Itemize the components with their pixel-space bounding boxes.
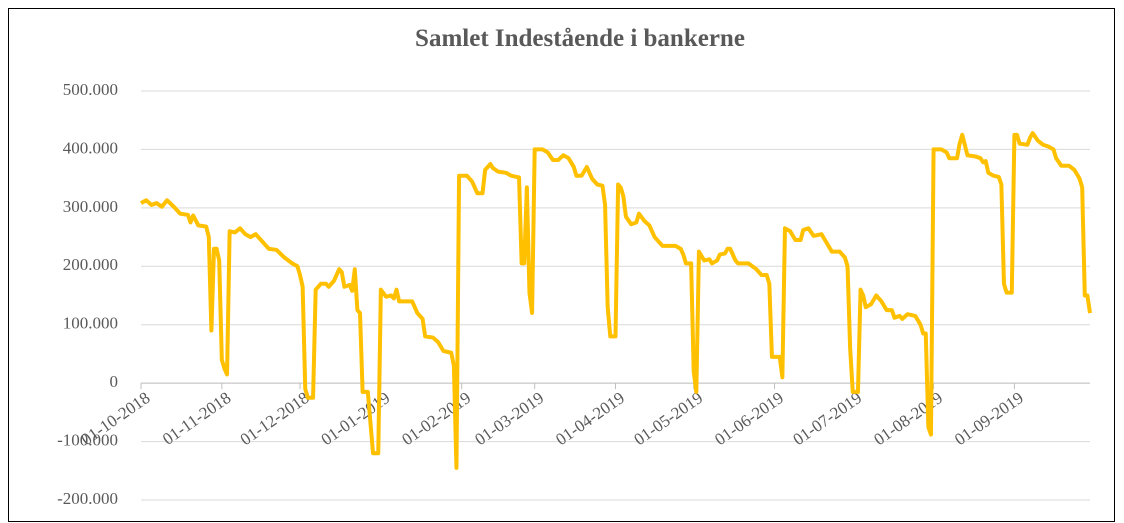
- y-tick-label: 300.000: [63, 197, 118, 216]
- y-tick-label: 200.000: [63, 255, 118, 274]
- y-tick-label: -200.000: [57, 489, 118, 508]
- plot: [140, 131, 1092, 470]
- y-tick-label: 100.000: [63, 314, 118, 333]
- chart-title: Samlet Indestående i bankerne: [415, 25, 745, 52]
- y-tick-label: 0: [110, 372, 119, 391]
- y-tick-label: -100.000: [57, 430, 118, 449]
- y-tick-label: 500.000: [63, 80, 118, 99]
- y-tick-label: 400.000: [63, 138, 118, 157]
- series-line: [140, 131, 1092, 470]
